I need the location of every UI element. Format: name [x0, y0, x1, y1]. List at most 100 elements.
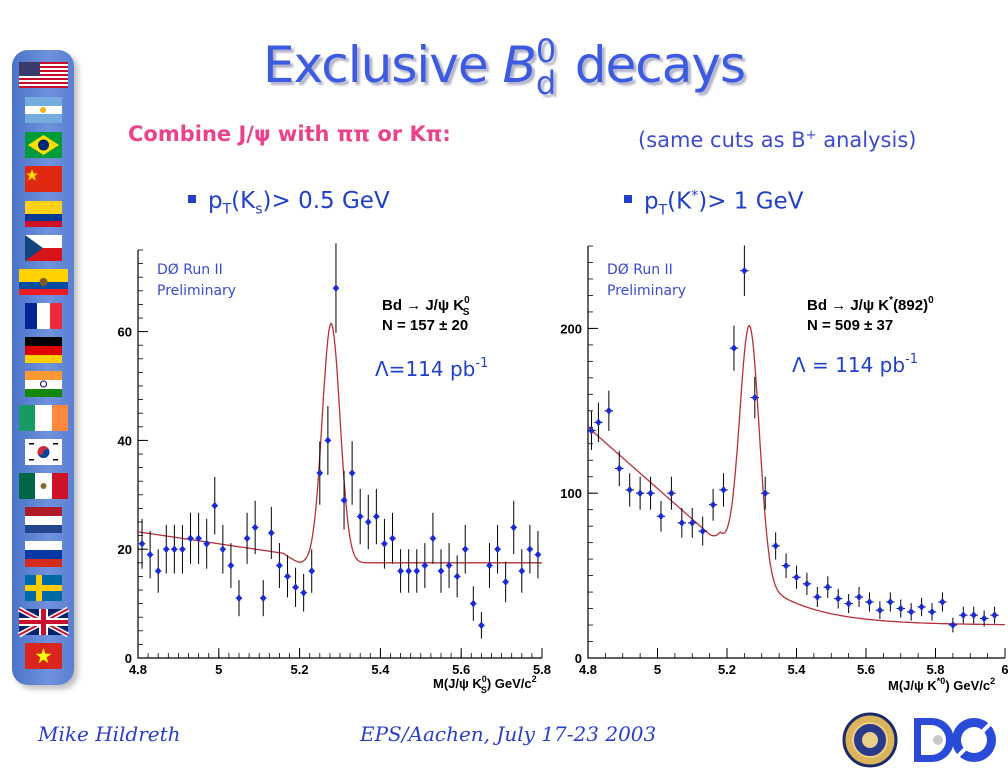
- vietnam-flag-icon: [25, 643, 62, 669]
- data-point: [918, 602, 925, 611]
- data-point: [413, 566, 420, 575]
- plot-bd-jpsi-kstar: 4.8 5 5.2 5.4 5.6 5.8 6 0 100 200 DØ Run II Preli…: [560, 245, 1008, 693]
- footer-conference: EPS/Aachen, July 17-23 2003: [360, 722, 657, 746]
- x-tick-label: 5: [654, 662, 661, 677]
- bullet-left: pT(Ks)> 0.5 GeV: [188, 188, 390, 218]
- data-point: [657, 512, 664, 521]
- uk-flag-icon: [17, 606, 70, 638]
- x-tick-label: 4.8: [129, 662, 147, 677]
- data-point: [349, 469, 356, 478]
- russia-flag-icon: [25, 541, 62, 567]
- x-axis-label: M(J/ψ K*0) GeV/c2: [888, 676, 995, 693]
- data-point: [308, 566, 315, 575]
- data-point: [139, 539, 146, 548]
- data-point: [389, 534, 396, 543]
- x-tick-label: 5: [215, 662, 222, 677]
- data-point: [219, 545, 226, 554]
- data-point: [163, 545, 170, 554]
- run-label-line1: DØ Run II: [607, 262, 673, 278]
- data-point: [195, 534, 202, 543]
- data-point: [605, 406, 612, 415]
- data-point: [187, 534, 194, 543]
- mexico-flag-icon: [19, 473, 68, 499]
- bullet-right: pT(K*)> 1 GeV: [624, 188, 803, 218]
- data-point: [300, 588, 307, 597]
- data-point: [981, 614, 988, 623]
- same-cuts-note: (same cuts as B+ analysis): [638, 128, 917, 152]
- korea-flag-icon: [25, 439, 62, 465]
- run-label-line2: Preliminary: [607, 283, 686, 299]
- data-point: [429, 534, 436, 543]
- data-point: [203, 539, 210, 548]
- notre-dame-seal-logo: [842, 712, 898, 768]
- data-point: [908, 607, 915, 616]
- brazil-flag-icon: [25, 132, 62, 158]
- colombia-flag-icon: [25, 201, 62, 227]
- fit-label-line2: N = 157 ± 20: [382, 317, 468, 334]
- data-point: [897, 604, 904, 613]
- data-point: [260, 594, 267, 603]
- data-point: [876, 606, 883, 615]
- data-point: [616, 464, 623, 473]
- india-flag-icon: [25, 371, 62, 397]
- bullet-square-icon: [188, 194, 196, 203]
- data-point: [949, 621, 956, 630]
- data-point: [332, 284, 339, 293]
- bullet-square-icon: [624, 195, 632, 204]
- footer-author: Mike Hildreth: [38, 722, 181, 746]
- y-tick-label: 200: [560, 321, 582, 336]
- data-point: [887, 597, 894, 606]
- data-point: [494, 545, 501, 554]
- data-point: [793, 573, 800, 582]
- axes-frame: [137, 250, 542, 659]
- data-point: [939, 597, 946, 606]
- data-point: [284, 572, 291, 581]
- y-tick-label: 100: [560, 486, 582, 501]
- data-point: [835, 594, 842, 603]
- x-tick-label: 5.4: [787, 662, 806, 677]
- data-point: [814, 593, 821, 602]
- data-point: [179, 545, 186, 554]
- sweden-flag-icon: [25, 575, 62, 601]
- data-point: [845, 599, 852, 608]
- data-point: [373, 512, 380, 521]
- flag-sidebar: [12, 50, 74, 685]
- data-point: [534, 550, 541, 559]
- data-point: [866, 597, 873, 606]
- luminosity-label: Λ=114 pb-1: [375, 356, 488, 381]
- data-point: [668, 489, 675, 498]
- data-point: [365, 518, 372, 526]
- data-point: [960, 611, 967, 620]
- data-point: [970, 611, 977, 620]
- data-point: [446, 561, 453, 570]
- data-point: [720, 485, 727, 494]
- x-tick-label: 5.4: [371, 662, 390, 677]
- data-point: [236, 594, 242, 603]
- country-flags: [17, 62, 70, 669]
- data-point: [510, 523, 517, 532]
- y-tick-label: 0: [575, 651, 582, 666]
- x-tick-label: 5.6: [857, 662, 875, 677]
- data-point: [324, 436, 331, 445]
- data-point: [438, 566, 444, 575]
- data-point: [268, 528, 275, 537]
- data-point: [292, 583, 299, 592]
- plot-bd-jpsi-ks: 4.8 5 5.2 5.4 5.6 5.8 0 20 40 60 DØ Run II Prelim…: [118, 243, 551, 695]
- x-tick-label: 4.8: [579, 662, 597, 677]
- data-point: [252, 523, 259, 532]
- data-point: [824, 583, 831, 592]
- data-point: [710, 500, 717, 509]
- data-point: [678, 518, 685, 527]
- data-point: [147, 550, 154, 559]
- data-point: [647, 489, 654, 498]
- x-tick-label: 6: [1001, 662, 1008, 677]
- data-point: [856, 593, 863, 602]
- luminosity-label: Λ = 114 pb-1: [792, 352, 918, 377]
- data-point: [276, 561, 283, 570]
- data-point: [244, 534, 251, 543]
- data-point: [478, 621, 485, 630]
- run-label-line1: DØ Run II: [157, 262, 223, 278]
- x-tick-label: 5.2: [291, 662, 309, 677]
- data-point: [689, 518, 696, 527]
